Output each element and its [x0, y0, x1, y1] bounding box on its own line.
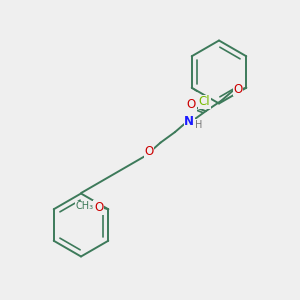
Text: H: H	[195, 120, 202, 130]
Text: CH₃: CH₃	[75, 201, 93, 211]
Text: O: O	[187, 98, 196, 111]
Text: N: N	[184, 115, 194, 128]
Text: O: O	[94, 201, 103, 214]
Text: O: O	[233, 83, 242, 96]
Text: Cl: Cl	[198, 95, 210, 108]
Text: O: O	[145, 145, 154, 158]
